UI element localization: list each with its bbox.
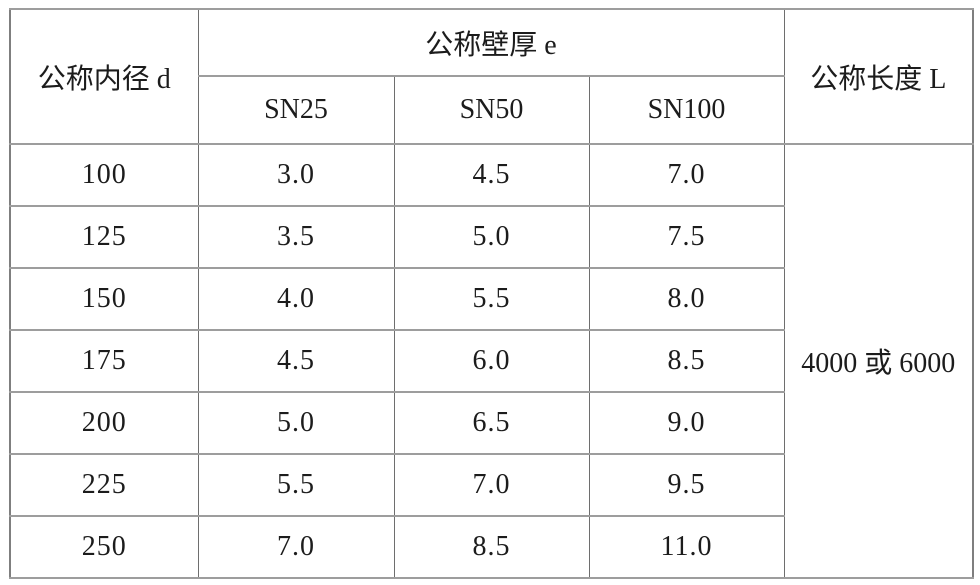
- cell-diameter: 175: [9, 329, 199, 393]
- cell-sn50: 7.0: [393, 453, 590, 517]
- cell-sn25: 4.5: [197, 329, 395, 393]
- cell-sn50: 6.0: [393, 329, 590, 393]
- cell-sn50: 8.5: [393, 515, 590, 579]
- cell-sn25: 3.0: [197, 143, 395, 207]
- table-row: 100 3.0 4.5 7.0 4000 或 6000: [9, 143, 974, 579]
- cell-sn100: 7.0: [588, 143, 785, 207]
- cell-sn25: 5.5: [197, 453, 395, 517]
- cell-sn100: 7.5: [588, 205, 785, 269]
- cell-sn100: 8.5: [588, 329, 785, 393]
- cell-sn25: 7.0: [197, 515, 395, 579]
- table-row: 200 5.0 6.5 9.0: [9, 391, 973, 455]
- pipe-dimension-table: 公称内径 d 公称壁厚 e 公称长度 L SN25 SN50 SN100 100…: [9, 8, 975, 579]
- cell-sn50: 4.5: [393, 143, 590, 207]
- table-row: 225 5.5 7.0 9.5: [9, 453, 973, 517]
- header-cell-wall-thickness-group: 公称壁厚 e: [197, 8, 785, 77]
- table-row: 250 7.0 8.5 11.0: [9, 515, 973, 579]
- table-row: 175 4.5 6.0 8.5: [9, 329, 973, 393]
- cell-sn50: 6.5: [393, 391, 590, 455]
- cell-sn25: 5.0: [197, 391, 395, 455]
- header-cell-inner-diameter: 公称内径 d: [9, 8, 199, 145]
- cell-sn100: 8.0: [588, 267, 785, 331]
- cell-sn100: 9.5: [588, 453, 785, 517]
- cell-sn100: 9.0: [588, 391, 785, 455]
- cell-sn50: 5.5: [393, 267, 590, 331]
- cell-diameter: 250: [9, 515, 199, 579]
- cell-diameter: 200: [9, 391, 199, 455]
- header-cell-sn50: SN50: [393, 75, 590, 145]
- cell-diameter: 100: [9, 143, 199, 207]
- cell-diameter: 225: [9, 453, 199, 517]
- cell-sn100: 11.0: [588, 515, 785, 579]
- cell-sn50: 5.0: [393, 205, 590, 269]
- cell-diameter: 150: [9, 267, 199, 331]
- cell-diameter: 125: [9, 205, 199, 269]
- table-row: 125 3.5 5.0 7.5: [9, 205, 973, 269]
- cell-sn25: 4.0: [197, 267, 395, 331]
- header-cell-sn100: SN100: [588, 75, 785, 145]
- table-header-row-1: 公称内径 d 公称壁厚 e 公称长度 L: [9, 8, 974, 145]
- header-cell-length: 公称长度 L: [783, 8, 974, 145]
- cell-sn25: 3.5: [197, 205, 395, 269]
- cell-length-value: 4000 或 6000: [783, 143, 974, 579]
- table-row: 150 4.0 5.5 8.0: [9, 267, 973, 331]
- header-cell-sn25: SN25: [197, 75, 395, 145]
- table-header-row-2: SN25 SN50 SN100: [10, 75, 973, 145]
